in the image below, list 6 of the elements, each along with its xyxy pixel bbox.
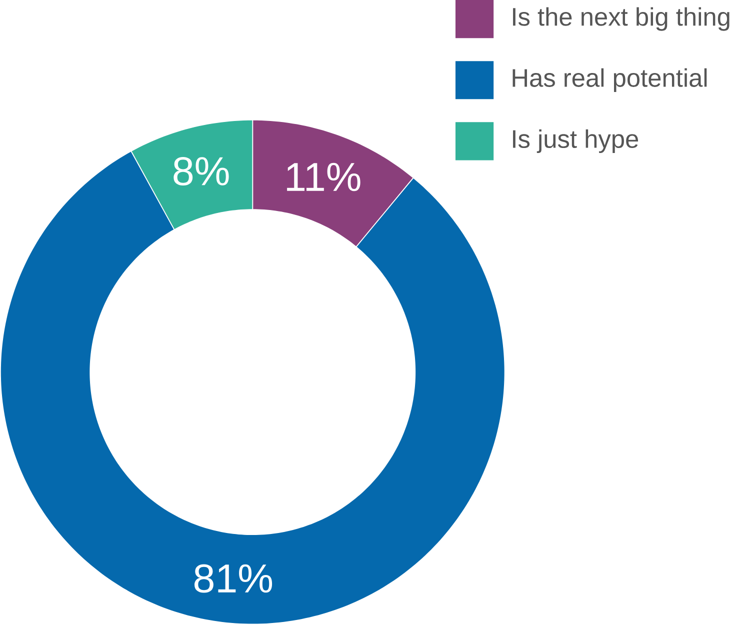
data-label: 8%: [174, 157, 229, 186]
legend-label: Is just hype: [513, 130, 638, 154]
legend-label: Is the next big thing: [513, 7, 730, 32]
legend-label: Has real potential: [512, 68, 707, 92]
data-label: 81%: [194, 564, 272, 593]
data-label: 11%: [287, 163, 360, 192]
